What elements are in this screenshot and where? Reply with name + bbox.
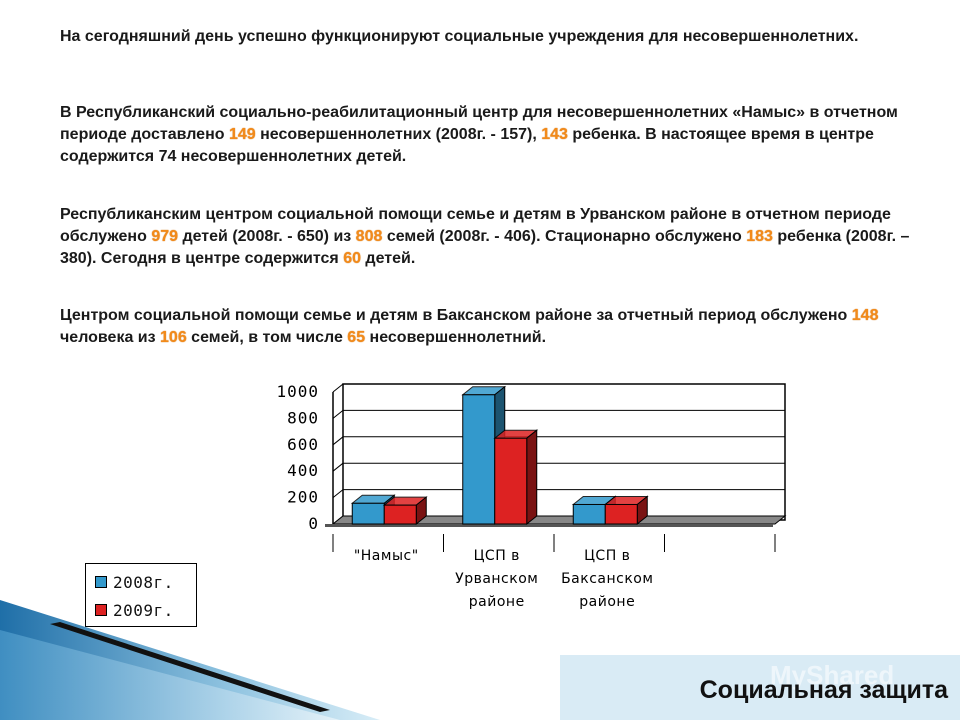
highlighted-number: 979 bbox=[151, 228, 179, 245]
y-tick-label: 200 bbox=[287, 488, 319, 507]
bar-side bbox=[526, 429, 538, 526]
gridline-side bbox=[332, 489, 344, 498]
paragraph-text: В Республиканский социально-реабилитацио… bbox=[60, 104, 898, 143]
paragraph-text: ребенка. В настоящее время в центре соде… bbox=[60, 126, 874, 165]
legend-swatch-2009 bbox=[95, 604, 107, 616]
chart-legend: 2008г. 2009г. bbox=[85, 563, 197, 627]
x-category-label: Баксанском bbox=[561, 571, 653, 587]
gridline-side bbox=[332, 436, 344, 446]
highlighted-number: 106 bbox=[160, 329, 187, 346]
chart-floor-edge bbox=[325, 524, 773, 527]
paragraph-text: семей (2008г. - 406). Стационарно обслуж… bbox=[382, 228, 747, 245]
highlighted-number: 143 bbox=[541, 126, 568, 143]
bar-2008 bbox=[351, 502, 385, 525]
bar-2008 bbox=[462, 394, 496, 525]
gridline-side bbox=[332, 462, 344, 472]
bar-2009 bbox=[383, 504, 417, 525]
paragraph-text: несовершеннолетних (2008г. - 157), bbox=[255, 126, 542, 143]
paragraph-text: На сегодняшний день успешно функционирую… bbox=[60, 28, 859, 45]
paragraph-1: На сегодняшний день успешно функционирую… bbox=[60, 26, 940, 48]
paragraph-text: детей. bbox=[360, 250, 416, 267]
paragraph-text: Республиканским центром социальной помощ… bbox=[60, 206, 891, 245]
paragraph-2: В Республиканский социально-реабилитацио… bbox=[60, 102, 940, 168]
gridline-side bbox=[332, 410, 344, 419]
paragraph-text: семей, в том числе bbox=[186, 329, 348, 346]
legend-item-2008: 2008г. bbox=[95, 571, 174, 593]
highlighted-number: 65 bbox=[347, 329, 366, 346]
legend-label-2009: 2009г. bbox=[113, 600, 174, 620]
decorative-footer-band bbox=[0, 600, 960, 720]
legend-item-2009: 2009г. bbox=[95, 599, 174, 621]
paragraph-4: Центром социальной помощи семье и детям … bbox=[60, 305, 940, 349]
paragraph-3: Республиканским центром социальной помощ… bbox=[60, 204, 940, 270]
bar-2008 bbox=[572, 503, 606, 525]
y-tick-label: 800 bbox=[287, 408, 319, 427]
legend-label-2008: 2008г. bbox=[113, 572, 174, 592]
x-category-label: районе bbox=[469, 594, 525, 610]
highlighted-number: 60 bbox=[343, 250, 361, 267]
x-category-label: ЦСП в bbox=[474, 548, 520, 564]
bar-2009 bbox=[604, 503, 638, 525]
bar-2009 bbox=[494, 437, 528, 525]
highlighted-number: 183 bbox=[746, 228, 773, 245]
bar-chart: 0 200 400 600 800 1000 "Намыс" ЦСП в Урванском ра… bbox=[276, 382, 787, 610]
paragraph-text: несовершеннолетний. bbox=[365, 329, 547, 346]
paragraph-text: детей (2008г. - 650) из bbox=[178, 228, 356, 245]
gridline-side bbox=[332, 383, 344, 393]
x-category-label: "Намыс" bbox=[354, 548, 419, 564]
highlighted-number: 808 bbox=[355, 228, 383, 245]
footer-title: Социальная защита bbox=[699, 676, 948, 704]
paragraph-text: человека из bbox=[60, 329, 161, 346]
watermark: MyShared bbox=[770, 660, 895, 690]
x-category-label: районе bbox=[579, 594, 635, 610]
y-tick-label: 600 bbox=[287, 435, 319, 454]
legend-swatch-2008 bbox=[95, 576, 107, 588]
paragraph-text: Центром социальной помощи семье и детям … bbox=[60, 307, 852, 324]
y-tick-label: 400 bbox=[287, 461, 319, 480]
y-tick-label: 1000 bbox=[276, 382, 319, 401]
highlighted-number: 149 bbox=[228, 126, 256, 143]
y-tick-label: 0 bbox=[308, 514, 319, 533]
x-category-label: ЦСП в bbox=[584, 548, 630, 564]
paragraph-text: ребенка (2008г. – 380). Сегодня в центре… bbox=[60, 228, 910, 267]
x-category-label: Урванском bbox=[455, 571, 538, 587]
highlighted-number: 148 bbox=[851, 307, 879, 324]
